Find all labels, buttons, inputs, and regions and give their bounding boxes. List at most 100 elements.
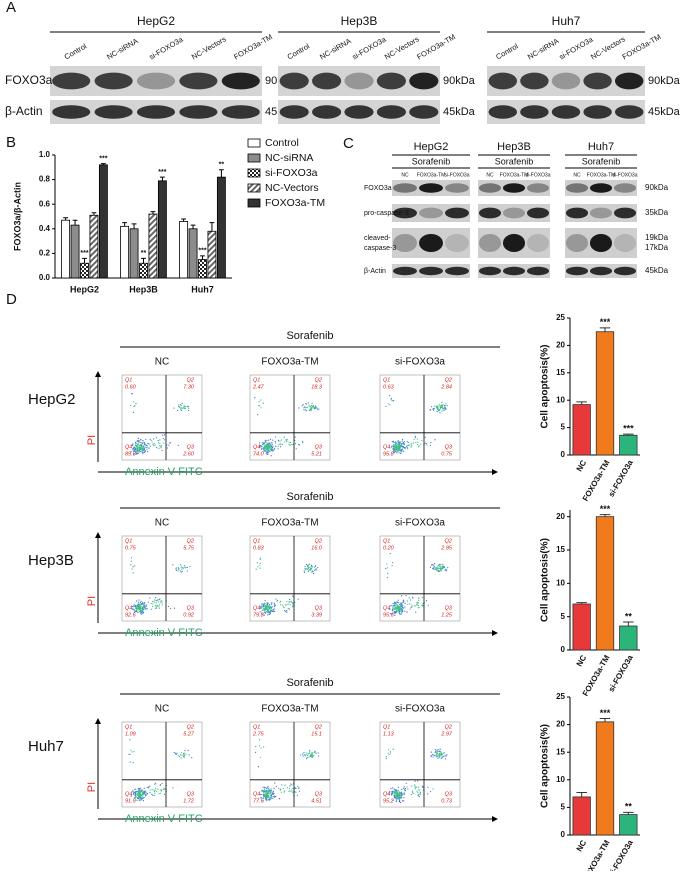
event-dot [437, 570, 439, 573]
blot-band [136, 72, 176, 90]
event-dot [182, 755, 185, 758]
event-dot [440, 564, 442, 566]
event-dot [394, 607, 396, 609]
x-axis-title: Annexin V FITC [125, 466, 203, 478]
event-dot [263, 607, 265, 609]
event-dot [173, 752, 175, 754]
event-dot [435, 407, 438, 409]
event-dot [290, 601, 292, 603]
event-dot [279, 440, 281, 442]
event-dot [417, 441, 419, 443]
error-bar [576, 401, 587, 405]
event-dot [425, 600, 428, 602]
event-dot [407, 448, 409, 450]
y-tick-label: 10 [556, 578, 565, 587]
event-dot [180, 571, 182, 573]
bar [572, 404, 591, 456]
y-axis-title: PI [86, 782, 98, 792]
event-dot [273, 605, 276, 608]
event-dot [177, 570, 179, 572]
event-dot [315, 568, 317, 570]
event-dot [305, 407, 307, 409]
event-dot [142, 452, 144, 454]
quadrant-value: 0.75 [125, 545, 137, 551]
event-dot [262, 443, 264, 445]
treatment-label: Sorafenib [286, 491, 333, 503]
event-dot [266, 610, 268, 613]
event-dot [395, 445, 397, 448]
event-dot [401, 610, 404, 612]
blot-band [488, 105, 518, 119]
event-dot [396, 798, 399, 800]
event-dot [393, 602, 395, 604]
error-bar [623, 621, 634, 626]
significance: *** [198, 248, 206, 255]
quadrant-name: Q2 [445, 377, 452, 383]
event-dot [140, 443, 142, 445]
event-dot [433, 408, 435, 410]
event-dot [403, 793, 406, 795]
quadrant-value: 5.21 [311, 451, 322, 457]
legend-swatch [247, 198, 261, 208]
event-dot [265, 606, 268, 608]
event-dot [389, 613, 392, 615]
group-title: HepG2 [414, 141, 449, 153]
event-dot [145, 446, 147, 448]
event-dot [135, 607, 137, 610]
event-dot [139, 795, 141, 798]
event-dot [398, 611, 400, 613]
blot-band [376, 72, 406, 90]
event-dot [418, 599, 420, 601]
event-dot [136, 447, 138, 449]
kda-label: 90kDa [443, 75, 476, 87]
event-dot [397, 440, 399, 442]
event-dot [397, 449, 399, 451]
blot-band [393, 266, 417, 276]
event-dot [261, 607, 263, 609]
event-dot [160, 447, 162, 449]
event-dot [417, 446, 420, 448]
event-dot [445, 570, 447, 572]
event-dot [403, 792, 405, 794]
y-tick-label: 15 [556, 545, 565, 554]
lane-label: NC-siRNA [318, 36, 352, 61]
event-dot [441, 567, 444, 569]
event-dot [263, 791, 265, 794]
event-dot [161, 602, 163, 604]
event-dot [263, 443, 265, 445]
event-dot [438, 755, 440, 757]
event-dot [263, 746, 265, 748]
treatment-label: Sorafenib [495, 156, 534, 166]
legend-label: NC-siRNA [265, 152, 313, 164]
y-tick-label: 5 [561, 423, 566, 432]
event-dot [262, 797, 265, 799]
event-dot [133, 792, 135, 795]
event-dot [145, 606, 147, 608]
event-dot [440, 405, 442, 408]
event-dot [279, 601, 281, 603]
event-dot [390, 792, 392, 794]
event-dot [430, 751, 432, 753]
blot-band [445, 183, 469, 193]
event-dot [435, 568, 438, 571]
bar [139, 262, 148, 279]
kda-label: 90kDa [648, 75, 681, 87]
event-dot [272, 446, 274, 448]
event-dot [254, 751, 257, 753]
event-dot [145, 438, 147, 441]
blot-band [376, 105, 406, 119]
event-dot [417, 605, 420, 607]
event-dot [141, 607, 143, 609]
quadrant-name: Q1 [125, 377, 132, 383]
event-dot [130, 404, 132, 406]
event-dot [265, 800, 267, 802]
event-dot [395, 444, 397, 446]
event-dot [269, 613, 271, 616]
event-dot [135, 442, 137, 444]
event-dot [260, 399, 262, 401]
y-tick-label: 0 [561, 830, 566, 839]
bar [207, 230, 217, 279]
event-dot [137, 794, 139, 796]
event-dot [178, 567, 180, 570]
blot-band [52, 72, 91, 90]
